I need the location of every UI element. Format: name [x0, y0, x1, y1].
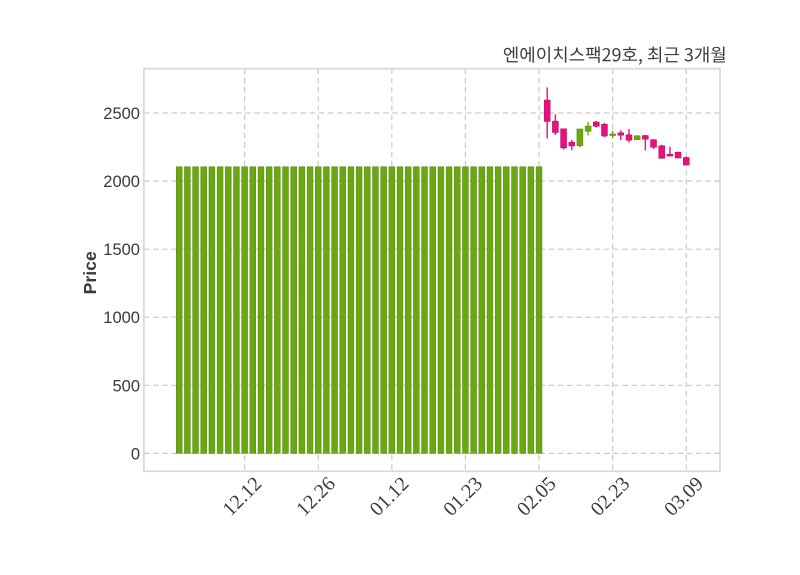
svg-text:0: 0	[131, 445, 140, 463]
svg-text:500: 500	[112, 377, 140, 395]
svg-text:1500: 1500	[103, 241, 140, 259]
svg-text:Price: Price	[80, 251, 100, 294]
svg-text:2000: 2000	[103, 173, 140, 191]
svg-text:1000: 1000	[103, 309, 140, 327]
svg-text:2500: 2500	[103, 105, 140, 123]
